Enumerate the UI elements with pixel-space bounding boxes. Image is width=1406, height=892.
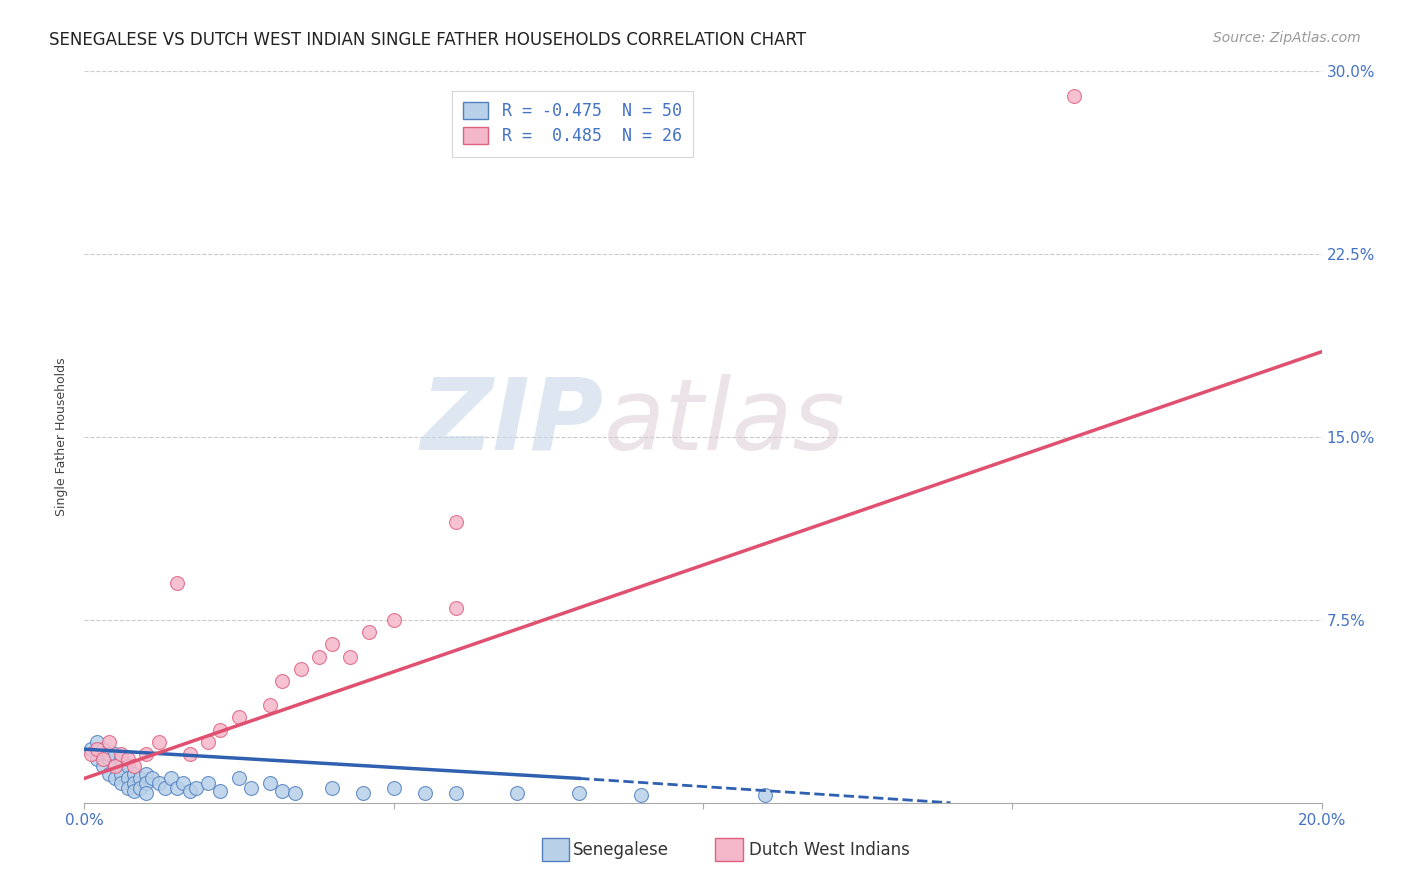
Point <box>357 625 380 640</box>
Point <box>166 781 188 796</box>
Point <box>104 747 127 761</box>
Point <box>352 786 374 800</box>
Point <box>179 747 201 761</box>
Point <box>209 723 232 737</box>
Point <box>98 766 121 780</box>
Point <box>91 752 114 766</box>
Text: SENEGALESE VS DUTCH WEST INDIAN SINGLE FATHER HOUSEHOLDS CORRELATION CHART: SENEGALESE VS DUTCH WEST INDIAN SINGLE F… <box>49 31 806 49</box>
Point <box>79 742 101 756</box>
Point <box>122 783 145 797</box>
Text: atlas: atlas <box>605 374 845 471</box>
Point <box>135 786 157 800</box>
Point <box>506 786 529 800</box>
Point <box>160 772 183 786</box>
Point <box>135 747 157 761</box>
Point <box>228 710 250 724</box>
Point <box>91 759 114 773</box>
Point <box>117 781 139 796</box>
Point <box>308 649 330 664</box>
Point <box>413 786 436 800</box>
Text: Dutch West Indians: Dutch West Indians <box>749 841 910 859</box>
Text: Senegalese: Senegalese <box>574 841 669 859</box>
Point <box>184 781 207 796</box>
Point <box>630 789 652 803</box>
Point <box>444 600 467 615</box>
Point <box>179 783 201 797</box>
Point <box>79 747 101 761</box>
Point <box>117 752 139 766</box>
Point <box>122 766 145 780</box>
Text: ZIP: ZIP <box>420 374 605 471</box>
Point <box>166 576 188 591</box>
Point <box>228 772 250 786</box>
Point <box>110 766 132 780</box>
Point <box>444 516 467 530</box>
Y-axis label: Single Father Households: Single Father Households <box>55 358 69 516</box>
Point <box>382 613 405 627</box>
Point <box>271 783 294 797</box>
Point <box>197 776 219 790</box>
Point <box>129 772 152 786</box>
Point <box>104 759 127 773</box>
Point <box>148 735 170 749</box>
Point <box>91 747 114 761</box>
Point <box>271 673 294 688</box>
Point <box>117 772 139 786</box>
Point <box>122 759 145 773</box>
Point <box>98 735 121 749</box>
Point <box>117 759 139 773</box>
Point <box>135 776 157 790</box>
Point <box>104 772 127 786</box>
Point <box>321 781 343 796</box>
Point <box>86 752 108 766</box>
Point <box>122 776 145 790</box>
FancyBboxPatch shape <box>716 838 742 862</box>
Point <box>141 772 163 786</box>
FancyBboxPatch shape <box>543 838 569 862</box>
Point <box>98 752 121 766</box>
Point <box>153 781 176 796</box>
Point <box>339 649 361 664</box>
Point <box>86 735 108 749</box>
Point <box>91 742 114 756</box>
Point <box>240 781 263 796</box>
Point <box>259 698 281 713</box>
Point <box>148 776 170 790</box>
Point <box>259 776 281 790</box>
Point <box>197 735 219 749</box>
Legend: R = -0.475  N = 50, R =  0.485  N = 26: R = -0.475 N = 50, R = 0.485 N = 26 <box>451 91 693 157</box>
Point <box>382 781 405 796</box>
Point <box>110 752 132 766</box>
Point <box>209 783 232 797</box>
Point <box>284 786 307 800</box>
Point <box>1063 88 1085 103</box>
Point <box>104 759 127 773</box>
Point <box>172 776 194 790</box>
Point <box>110 747 132 761</box>
Text: Source: ZipAtlas.com: Source: ZipAtlas.com <box>1213 31 1361 45</box>
Point <box>754 789 776 803</box>
Point <box>290 662 312 676</box>
Point <box>98 747 121 761</box>
Point <box>321 637 343 651</box>
Point <box>86 742 108 756</box>
Point <box>110 776 132 790</box>
Point <box>568 786 591 800</box>
Point <box>444 786 467 800</box>
Point <box>135 766 157 780</box>
Point <box>129 781 152 796</box>
